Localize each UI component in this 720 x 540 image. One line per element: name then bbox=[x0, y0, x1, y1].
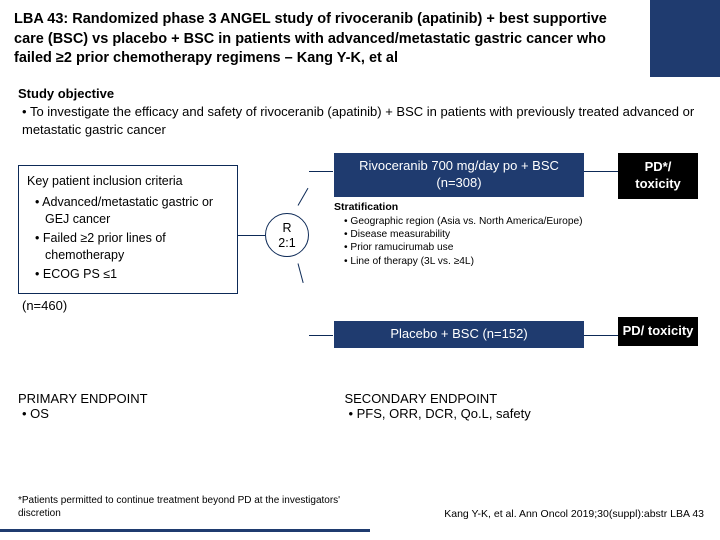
title-bar: LBA 43: Randomized phase 3 ANGEL study o… bbox=[0, 0, 720, 77]
footer-rule bbox=[0, 529, 370, 532]
connector bbox=[309, 335, 333, 336]
arm-rivoceranib: Rivoceranib 700 mg/day po + BSC (n=308) bbox=[334, 153, 584, 197]
primary-endpoint: OS bbox=[22, 406, 334, 421]
connector bbox=[298, 188, 309, 206]
trial-schema: Key patient inclusion criteria Advanced/… bbox=[18, 153, 706, 383]
primary-endpoint-heading: PRIMARY ENDPOINT bbox=[18, 391, 334, 406]
body: Study objective To investigate the effic… bbox=[0, 77, 720, 422]
secondary-endpoint-heading: SECONDARY ENDPOINT bbox=[344, 391, 706, 406]
study-objective: Study objective To investigate the effic… bbox=[18, 85, 706, 140]
secondary-endpoint: PFS, ORR, DCR, Qo.L, safety bbox=[348, 406, 706, 421]
stratification: Stratification Geographic region (Asia v… bbox=[334, 201, 594, 268]
connector bbox=[309, 171, 333, 172]
inclusion-heading: Key patient inclusion criteria bbox=[27, 173, 229, 190]
strat-bullet: Line of therapy (3L vs. ≥4L) bbox=[344, 255, 594, 268]
connector bbox=[298, 264, 304, 284]
rand-label: R bbox=[282, 221, 291, 235]
inclusion-bullet: Failed ≥2 prior lines of chemotherapy bbox=[33, 230, 229, 264]
strat-bullet: Prior ramucirumab use bbox=[344, 241, 594, 254]
inclusion-box: Key patient inclusion criteria Advanced/… bbox=[18, 165, 238, 293]
citation: Kang Y-K, et al. Ann Oncol 2019;30(suppl… bbox=[444, 508, 704, 520]
strat-bullet: Geographic region (Asia vs. North Americ… bbox=[344, 215, 594, 228]
randomization-circle: R 2:1 bbox=[265, 213, 309, 257]
endpoints: PRIMARY ENDPOINT OS SECONDARY ENDPOINT P… bbox=[18, 391, 706, 421]
inclusion-bullet: ECOG PS ≤1 bbox=[33, 266, 229, 283]
objective-heading: Study objective bbox=[18, 85, 706, 103]
footnote: *Patients permitted to continue treatmen… bbox=[18, 495, 348, 520]
slide-title: LBA 43: Randomized phase 3 ANGEL study o… bbox=[14, 10, 624, 69]
strat-bullet: Disease measurability bbox=[344, 228, 594, 241]
arm-placebo: Placebo + BSC (n=152) bbox=[334, 321, 584, 348]
outcome-pd-toxicity: PD*/ toxicity bbox=[618, 153, 698, 199]
objective-bullet: To investigate the efficacy and safety o… bbox=[22, 103, 706, 139]
inclusion-bullet: Advanced/metastatic gastric or GEJ cance… bbox=[33, 194, 229, 228]
strat-heading: Stratification bbox=[334, 201, 594, 215]
outcome-pd-toxicity: PD/ toxicity bbox=[618, 317, 698, 346]
connector bbox=[584, 171, 618, 172]
connector bbox=[584, 335, 618, 336]
connector bbox=[238, 235, 265, 236]
n-total: (n=460) bbox=[22, 298, 67, 313]
rand-ratio: 2:1 bbox=[278, 236, 295, 250]
